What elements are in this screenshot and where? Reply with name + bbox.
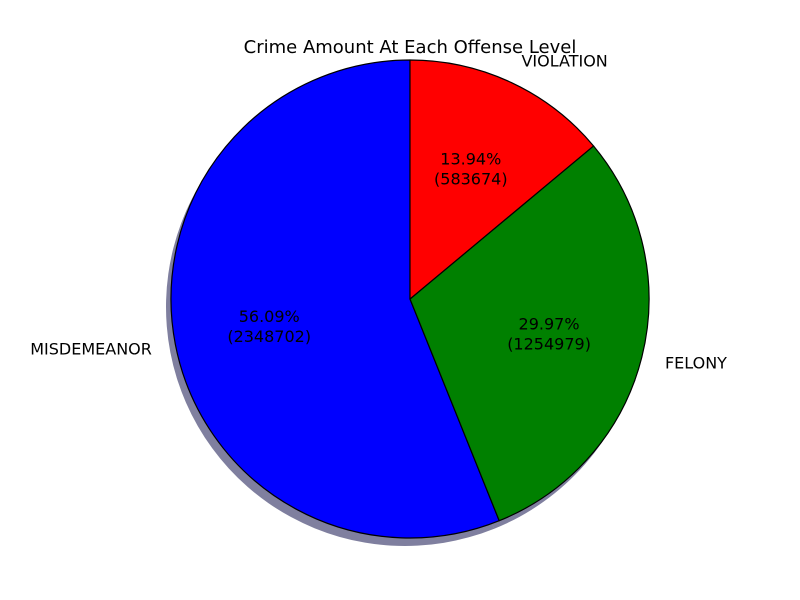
slice-percent-misdemeanor: 56.09% xyxy=(239,307,300,326)
slice-label-felony: FELONY xyxy=(665,354,727,373)
pie-slice-felony xyxy=(409,145,650,522)
pie-labels: MISDEMEANOR 56.09%(2348702) FELONY 29.97%(1… xyxy=(30,51,727,372)
slice-value-misdemeanor: (2348702) xyxy=(227,327,311,346)
slice-percent-felony: 29.97% xyxy=(519,315,580,334)
pie-slices xyxy=(170,59,650,539)
pie-slice-violation xyxy=(409,59,595,300)
slice-value-violation: (583674) xyxy=(434,170,508,189)
slice-label-misdemeanor: MISDEMEANOR xyxy=(30,339,152,358)
slice-label-violation: VIOLATION xyxy=(521,51,607,70)
chart-title: Crime Amount At Each Offense Level xyxy=(244,37,577,58)
slice-percent-violation: 13.94% xyxy=(440,150,501,169)
slice-value-felony: (1254979) xyxy=(507,335,591,354)
pie-slice-misdemeanor xyxy=(170,59,500,539)
